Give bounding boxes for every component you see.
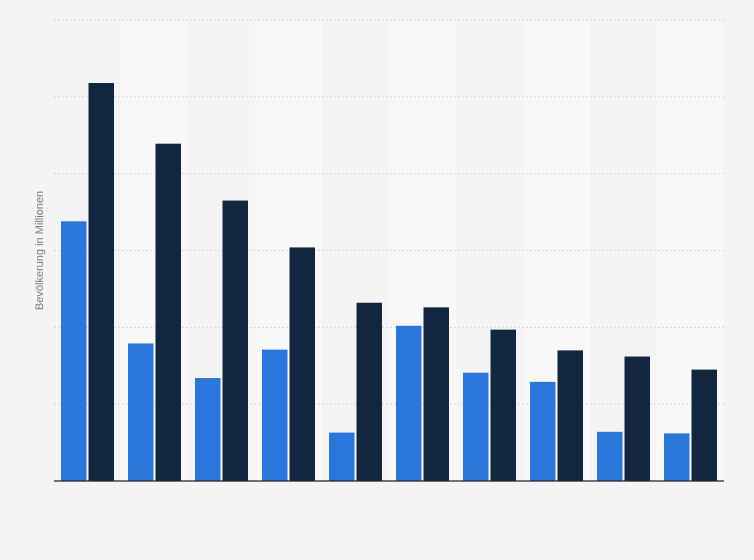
y-axis-label: Bevölkerung in Millionen: [34, 191, 46, 310]
bar-series2: [691, 369, 717, 481]
bar-series1: [128, 343, 154, 481]
bar-series2: [624, 356, 650, 481]
bar-series1: [597, 431, 623, 481]
bar-series2: [222, 200, 248, 481]
bar-series1: [530, 381, 556, 481]
bar-series2: [88, 83, 114, 482]
bar-series1: [463, 372, 489, 481]
bar-series1: [664, 433, 690, 481]
bar-series1: [262, 349, 288, 481]
bar-series1: [329, 432, 355, 481]
bar-series1: [61, 221, 87, 481]
bar-series2: [155, 143, 181, 481]
bars: [61, 83, 717, 482]
bar-series2: [289, 247, 315, 481]
bar-series2: [490, 329, 516, 481]
bar-series2: [356, 302, 382, 481]
bar-series1: [396, 325, 422, 481]
bar-series2: [423, 307, 449, 481]
bar-series2: [557, 350, 583, 481]
bar-series1: [195, 378, 221, 481]
